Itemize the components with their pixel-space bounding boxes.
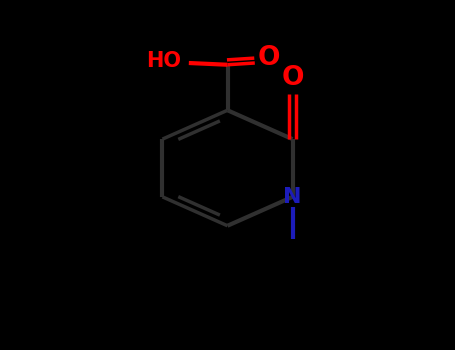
Text: O: O [257, 45, 280, 71]
Text: N: N [283, 187, 302, 207]
Text: HO: HO [147, 51, 181, 71]
Text: O: O [281, 65, 304, 91]
